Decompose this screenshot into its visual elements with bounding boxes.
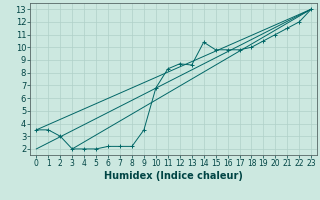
X-axis label: Humidex (Indice chaleur): Humidex (Indice chaleur) [104, 171, 243, 181]
